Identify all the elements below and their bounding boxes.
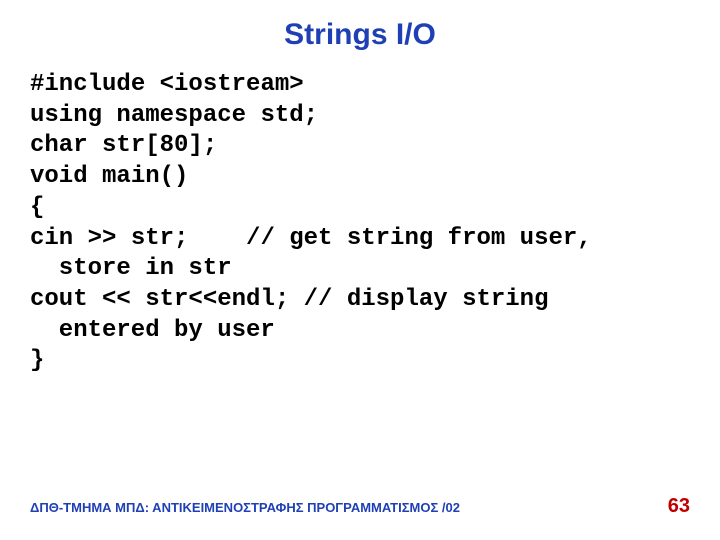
code-line: entered by user	[30, 316, 690, 347]
code-block: #include <iostream>using namespace std;c…	[0, 62, 720, 377]
page-number: 63	[668, 495, 690, 518]
code-line: cout << str<<endl; // display string	[30, 285, 690, 316]
slide-title: Strings I/O	[0, 0, 720, 62]
slide: Strings I/O #include <iostream>using nam…	[0, 0, 720, 540]
code-line: cin >> str; // get string from user,	[30, 224, 690, 255]
code-line: using namespace std;	[30, 101, 690, 132]
code-line: void main()	[30, 162, 690, 193]
code-line: {	[30, 193, 690, 224]
code-line: #include <iostream>	[30, 70, 690, 101]
code-line: store in str	[30, 254, 690, 285]
footer-left-text: ΔΠΘ-ΤΜΗΜΑ ΜΠΔ: ΑΝΤΙΚΕΙΜΕΝΟΣΤΡΑΦΗΣ ΠΡΟΓΡΑ…	[30, 500, 460, 515]
footer: ΔΠΘ-ΤΜΗΜΑ ΜΠΔ: ΑΝΤΙΚΕΙΜΕΝΟΣΤΡΑΦΗΣ ΠΡΟΓΡΑ…	[30, 495, 690, 518]
code-line: char str[80];	[30, 131, 690, 162]
code-line: }	[30, 346, 690, 377]
